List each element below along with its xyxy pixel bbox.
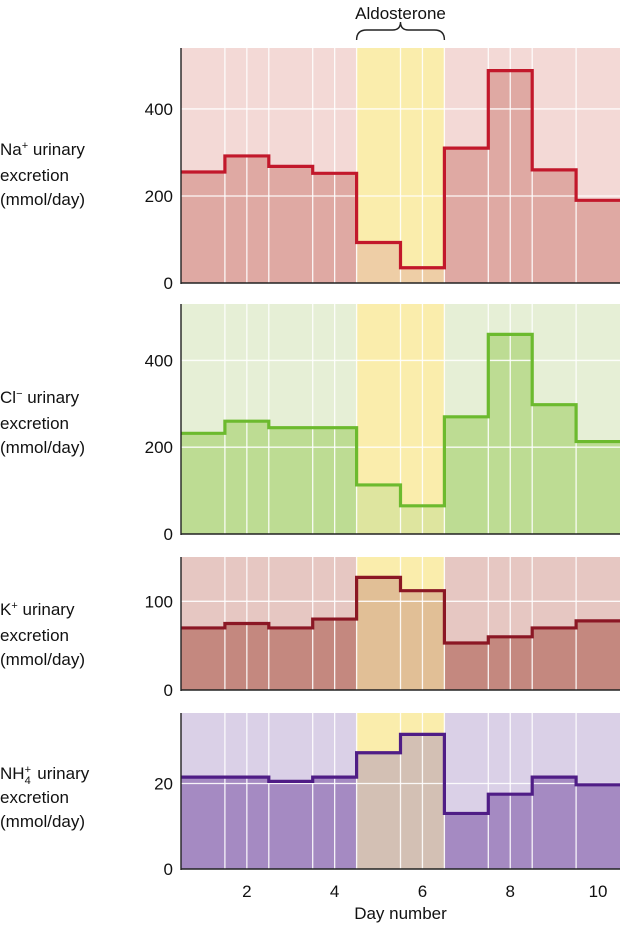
- ylabel-rest: urinary: [22, 388, 80, 407]
- x-tick-label: 6: [418, 882, 427, 901]
- panel-3-ylabel: K+ urinary excretion (mmol/day): [0, 598, 150, 672]
- series-step-line: [181, 69, 620, 270]
- y-tick-label: 400: [145, 100, 173, 119]
- data-bar: [444, 416, 489, 534]
- x-tick-label: 4: [330, 882, 339, 901]
- ylabel-line3: (mmol/day): [0, 812, 86, 831]
- data-bar: [181, 627, 225, 690]
- ylabel-ion: Cl: [0, 388, 17, 407]
- data-bar: [532, 627, 577, 690]
- y-tick-label: 200: [145, 187, 173, 206]
- series-step-line: [181, 575, 620, 645]
- panel-2-ylabel: Cl− urinary excretion (mmol/day): [0, 386, 150, 460]
- aldosterone-annotation: Aldosterone: [355, 4, 446, 23]
- series-step-line: [181, 332, 620, 508]
- data-bar: [181, 433, 225, 534]
- data-bar: [532, 404, 577, 534]
- ylabel-line2: excretion: [0, 166, 69, 185]
- data-bar: [444, 148, 489, 283]
- data-bar: [576, 620, 620, 690]
- ylabel-line3: (mmol/day): [0, 650, 86, 669]
- y-tick-label: 200: [145, 438, 173, 457]
- ylabel-line3: (mmol/day): [0, 190, 86, 209]
- data-bar: [444, 813, 489, 869]
- y-tick-label: 400: [145, 351, 173, 370]
- ylabel-ion: NH: [0, 764, 25, 783]
- y-tick-label: 0: [164, 274, 173, 293]
- ylabel-line2: excretion: [0, 788, 69, 807]
- data-bar: [532, 777, 577, 869]
- data-bar: [181, 777, 225, 869]
- ylabel-charge: +: [11, 600, 18, 612]
- aldosterone-bracket: [355, 21, 446, 41]
- ylabel-line3: (mmol/day): [0, 438, 86, 457]
- data-bar: [576, 200, 620, 283]
- y-tick-label: 0: [164, 525, 173, 544]
- ylabel-line2: excretion: [0, 414, 69, 433]
- data-bar: [268, 427, 313, 534]
- x-tick-label: 2: [242, 882, 251, 901]
- panel-1-ylabel: Na+ urinary excretion (mmol/day): [0, 138, 150, 212]
- data-bar: [181, 172, 225, 283]
- ylabel-charge: +: [21, 140, 29, 152]
- ylabel-subscript: 4: [24, 775, 31, 787]
- x-axis-label: Day number: [354, 904, 447, 923]
- y-tick-label: 0: [164, 860, 173, 879]
- ylabel-rest: urinary: [28, 140, 85, 159]
- x-tick-label: 8: [506, 882, 515, 901]
- data-bar: [576, 784, 620, 869]
- ylabel-ion: Na: [0, 140, 22, 159]
- data-bar: [268, 627, 313, 690]
- ylabel-rest: urinary: [32, 764, 90, 783]
- data-bar: [444, 643, 489, 690]
- ylabel-charge: +: [24, 764, 31, 776]
- data-bar: [268, 166, 313, 283]
- series-step-line: [181, 732, 620, 816]
- panel-4-ylabel: NH +4 urinary excretion (mmol/day): [0, 762, 150, 834]
- y-tick-label: 100: [145, 592, 173, 611]
- ylabel-rest: urinary: [17, 600, 75, 619]
- y-tick-label: 20: [154, 775, 173, 794]
- data-bar: [532, 169, 577, 283]
- x-tick-label: 10: [589, 882, 608, 901]
- ylabel-line2: excretion: [0, 626, 69, 645]
- data-bar: [576, 441, 620, 534]
- ylabel-charge: −: [16, 388, 23, 400]
- data-bar: [268, 781, 313, 869]
- ylabel-ion: K: [0, 600, 12, 619]
- y-tick-label: 0: [164, 681, 173, 700]
